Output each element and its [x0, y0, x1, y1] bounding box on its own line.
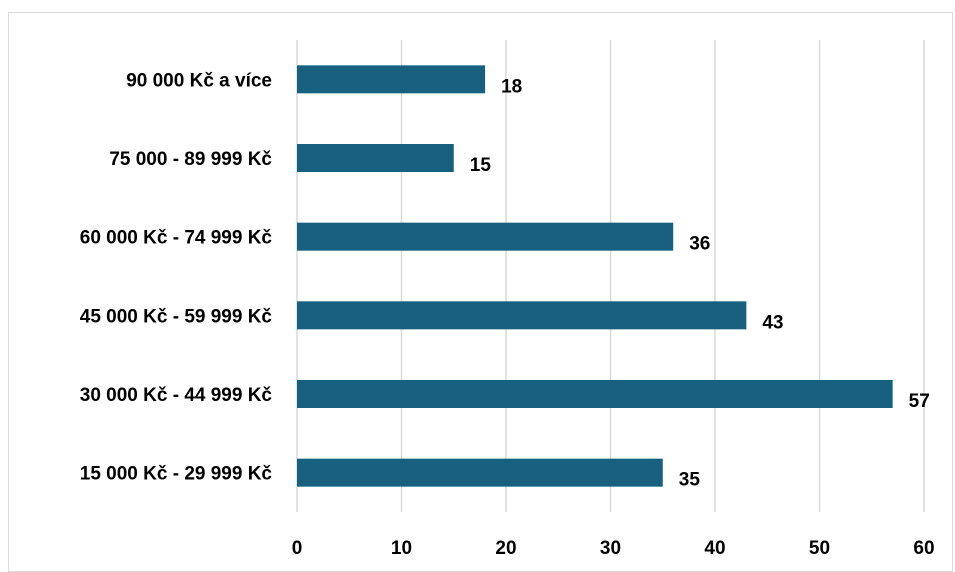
category-label: 45 000 Kč - 59 999 Kč [80, 306, 273, 327]
gridlines [296, 40, 925, 512]
category-label: 60 000 Kč - 74 999 Kč [80, 228, 273, 249]
bar [297, 301, 747, 330]
value-labels: 18 15 36 43 57 35 [470, 76, 930, 490]
data-label: 36 [689, 234, 710, 255]
category-label: 90 000 Kč a více [126, 70, 272, 91]
data-label: 18 [501, 76, 522, 97]
x-tick-label: 10 [391, 538, 412, 559]
x-tick-label: 0 [292, 538, 303, 559]
data-label: 43 [762, 312, 783, 333]
bar [297, 144, 454, 172]
x-tick-label: 30 [600, 538, 621, 559]
category-label: 30 000 Kč - 44 999 Kč [80, 385, 273, 406]
data-label: 15 [470, 155, 492, 176]
bars [297, 65, 893, 487]
x-tick-label: 50 [809, 538, 830, 559]
x-tick-label: 40 [704, 538, 725, 559]
bar [297, 458, 663, 487]
bar [297, 222, 674, 251]
x-tick-labels: 0 10 20 30 40 50 60 [292, 538, 935, 559]
x-tick-label: 60 [913, 538, 934, 559]
bar [297, 65, 486, 94]
bar [297, 380, 893, 408]
category-label: 15 000 Kč - 29 999 Kč [80, 464, 273, 485]
data-label: 57 [909, 391, 930, 412]
x-tick-label: 20 [495, 538, 516, 559]
category-labels: 90 000 Kč a více 75 000 - 89 999 Kč 60 000… [80, 70, 273, 484]
category-label: 75 000 - 89 999 Kč [109, 149, 272, 170]
data-label: 35 [679, 470, 701, 491]
